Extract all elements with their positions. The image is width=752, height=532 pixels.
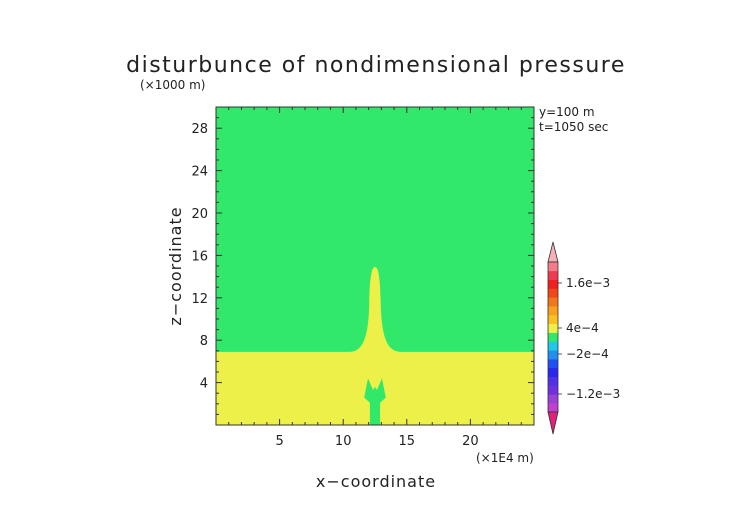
y-tick-label: 12 [191, 292, 208, 307]
plot-area [216, 107, 534, 425]
y-tick-label: 16 [191, 249, 208, 264]
x-tick-label: 15 [399, 434, 416, 449]
x-tick-label: 20 [462, 434, 479, 449]
colorbar-frame [547, 261, 559, 413]
y-tick-label: 4 [200, 377, 208, 392]
colorbar-tick-label: −2e−4 [566, 347, 609, 361]
colorbar-swatch [548, 262, 558, 272]
y-unit-label: (×1000 m) [140, 78, 205, 92]
y-axis-label: z−coordinate [166, 206, 185, 325]
colorbar-swatch [548, 323, 558, 333]
field-negative-core [364, 378, 386, 425]
colorbar-top-arrow [547, 241, 559, 263]
y-tick-label: 20 [191, 207, 208, 222]
colorbar-swatch [548, 376, 558, 386]
colorbar-swatch [548, 306, 558, 316]
colorbar-swatch [548, 385, 558, 395]
colorbar-bottom-arrow [547, 411, 559, 435]
colorbar-swatch [548, 394, 558, 404]
colorbar-tick-label: 4e−4 [566, 321, 599, 335]
x-tick-label: 5 [275, 434, 283, 449]
colorbar-swatch [548, 403, 558, 413]
colorbar-swatch [548, 270, 558, 280]
colorbar-swatch [548, 332, 558, 342]
colorbar: 1.6e−3 4e−4 −2e−4 −1.2e−3 [547, 241, 620, 435]
x-axis: 5 10 15 20 [228, 107, 522, 449]
x-axis-label: x−coordinate [316, 472, 436, 491]
x-tick-label: 10 [335, 434, 352, 449]
colorbar-tick-label: −1.2e−3 [566, 387, 620, 401]
x-unit-label: (×1E4 m) [476, 451, 534, 465]
colorbar-swatch [548, 314, 558, 325]
y-tick-label: 24 [191, 165, 208, 180]
y-tick-label: 28 [191, 122, 208, 137]
colorbar-swatch [548, 279, 558, 289]
colorbar-swatch [548, 367, 558, 378]
chart-title: disturbunce of nondimensional pressure [126, 53, 626, 78]
y-axis: 4 8 12 16 20 24 28 [191, 117, 534, 415]
colorbar-swatch [548, 288, 558, 298]
colorbar-swatch [548, 297, 558, 307]
field-positive-layer [216, 267, 534, 425]
colorbar-swatch [548, 350, 558, 360]
annotation-y: y=100 m [539, 105, 595, 119]
colorbar-swatch [548, 341, 558, 351]
colorbar-swatch [548, 359, 558, 369]
colorbar-tick-label: 1.6e−3 [566, 276, 610, 290]
annotation-t: t=1050 sec [539, 120, 608, 134]
y-tick-label: 8 [200, 334, 208, 349]
